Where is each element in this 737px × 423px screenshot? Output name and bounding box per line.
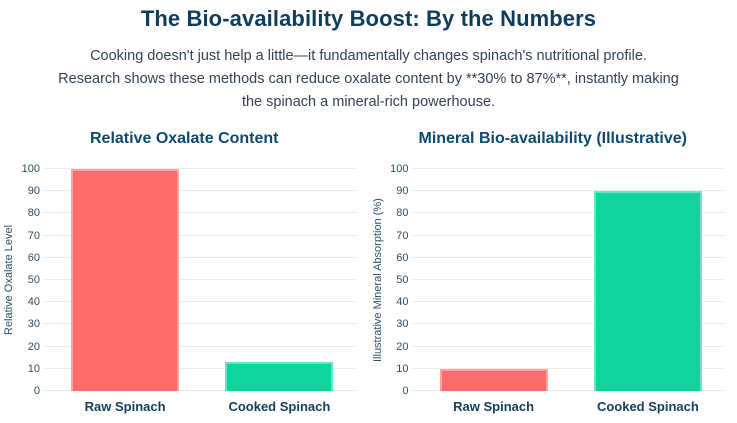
gridline xyxy=(43,323,357,325)
y-tick-label: 0 xyxy=(33,385,40,397)
x-category-label: Raw Spinach xyxy=(84,399,166,414)
gridline xyxy=(43,301,357,303)
chart-title: Mineral Bio-availability (Illustrative) xyxy=(418,130,687,147)
y-tick-label: 60 xyxy=(27,251,40,264)
y-axis-ticks: 100 90 80 70 60 50 40 30 20 10 0 xyxy=(18,163,48,397)
y-tick-label: 90 xyxy=(396,185,409,198)
gridline xyxy=(43,279,357,280)
page-title: The Bio-availability Boost: By the Numbe… xyxy=(140,6,597,31)
bar-raw-spinach[interactable] xyxy=(71,169,180,391)
y-axis-title: Illustrative Mineral Absorption (%) xyxy=(371,198,384,362)
gridline xyxy=(411,190,725,192)
bar-slot xyxy=(48,169,202,391)
chart-body: Illustrative Mineral Absorption (%) 100 9… xyxy=(369,163,737,397)
x-axis-labels: Raw Spinach Cooked Spinach xyxy=(48,391,357,414)
gridline xyxy=(43,345,357,347)
plot-area xyxy=(43,168,357,391)
x-category-label: Cooked Spinach xyxy=(596,399,699,414)
y-tick-label: 60 xyxy=(396,251,409,264)
bar-raw-spinach[interactable] xyxy=(439,368,548,391)
y-tick-label: 80 xyxy=(27,207,40,220)
y-tick-label: 80 xyxy=(396,207,409,220)
y-tick-label: 10 xyxy=(27,362,40,375)
intro-line: the spinach a mineral-rich powerhouse. xyxy=(241,94,496,110)
bar-slot xyxy=(202,169,356,391)
bars xyxy=(417,169,726,391)
gridline xyxy=(43,367,357,369)
gridline xyxy=(411,390,725,391)
bar-slot xyxy=(417,169,571,391)
gridline xyxy=(411,367,725,369)
header: The Bio-availability Boost: By the Numbe… xyxy=(0,0,737,114)
gridline xyxy=(411,168,725,169)
gridline xyxy=(411,301,725,303)
y-tick-label: 20 xyxy=(396,340,409,353)
charts-row: Relative Oxalate Content Relative Oxalat… xyxy=(0,123,737,414)
y-tick-label: 20 xyxy=(27,340,40,353)
gridline xyxy=(43,168,357,169)
gridline xyxy=(411,234,725,236)
y-tick-label: 40 xyxy=(396,296,409,309)
gridline xyxy=(411,279,725,280)
gridline xyxy=(43,234,357,236)
x-category-label: Raw Spinach xyxy=(453,399,535,414)
y-tick-label: 70 xyxy=(396,229,409,242)
gridline xyxy=(43,190,357,192)
gridline xyxy=(43,256,357,258)
y-tick-label: 100 xyxy=(21,163,40,175)
y-tick-label: 70 xyxy=(27,229,40,242)
intro-line: Cooking doesn't just help a little—it fu… xyxy=(90,48,647,64)
y-tick-label: 50 xyxy=(396,274,409,286)
gridline xyxy=(411,345,725,347)
chart-body: Relative Oxalate Level 100 90 80 70 60 50 40 30… xyxy=(0,163,369,397)
y-tick-label: 10 xyxy=(396,362,409,375)
gridline xyxy=(43,390,357,391)
chart-title: Relative Oxalate Content xyxy=(90,130,279,147)
bar-chart: Mineral Bio-availability (Illustrative) … xyxy=(369,123,737,414)
intro-line: Research shows these methods can reduce … xyxy=(58,71,679,87)
intro-text: Cooking doesn't just help a little—it fu… xyxy=(39,45,699,114)
y-tick-label: 30 xyxy=(27,318,40,331)
x-category-label: Cooked Spinach xyxy=(228,399,331,414)
y-tick-label: 90 xyxy=(27,185,40,198)
y-tick-label: 40 xyxy=(27,296,40,309)
y-axis-title: Relative Oxalate Level xyxy=(3,224,15,336)
y-tick-label: 0 xyxy=(402,385,409,397)
y-tick-label: 100 xyxy=(390,163,409,175)
bar-cooked-spinach[interactable] xyxy=(225,362,334,391)
gridline xyxy=(43,212,357,214)
gridline xyxy=(411,212,725,214)
bar-chart: Relative Oxalate Content Relative Oxalat… xyxy=(0,123,369,414)
bar-slot xyxy=(571,169,725,391)
bar-cooked-spinach[interactable] xyxy=(593,191,702,391)
x-axis-labels: Raw Spinach Cooked Spinach xyxy=(417,391,726,414)
gridline xyxy=(411,323,725,325)
gridline xyxy=(411,256,725,258)
bars xyxy=(48,169,357,391)
y-tick-label: 50 xyxy=(27,274,40,286)
plot-area xyxy=(411,168,726,391)
y-tick-label: 30 xyxy=(396,318,409,331)
y-axis-ticks: 100 90 80 70 60 50 40 30 20 10 0 xyxy=(387,163,417,397)
